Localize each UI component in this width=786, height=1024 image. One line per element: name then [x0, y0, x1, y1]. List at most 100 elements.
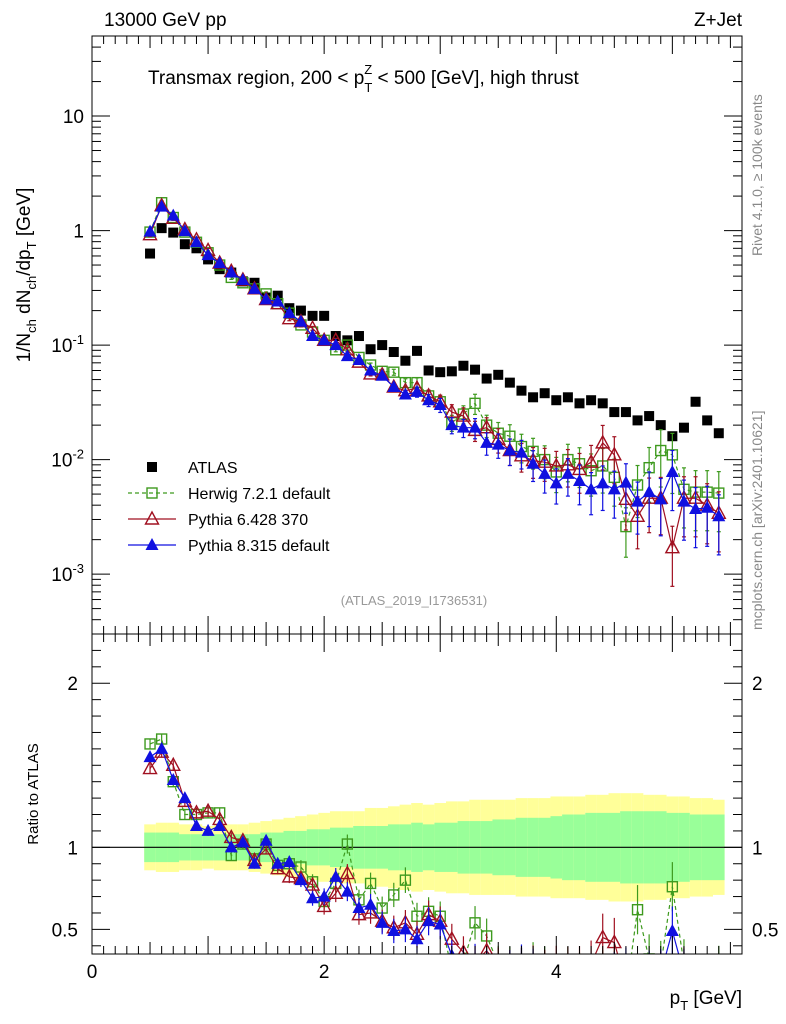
point-pythia8	[712, 509, 726, 522]
point-pythia8	[456, 420, 470, 433]
point-pythia8	[422, 393, 436, 406]
main-y-tick-label: 1	[73, 222, 84, 243]
ratio-point-pythia6	[304, 876, 321, 891]
ratio-point-pythia6	[585, 957, 598, 969]
ratio-point-herwig	[643, 953, 655, 954]
point-pythia8	[433, 397, 447, 410]
ratio-y-tick-label: 2	[67, 674, 78, 695]
ratio-point-pythia8	[259, 833, 273, 846]
ratio-y-tick-label-right: 0.5	[752, 920, 778, 941]
point-atlas	[191, 243, 202, 254]
ratio-point-pythia8	[515, 957, 528, 969]
ratio-y-tick-label-right: 2	[752, 674, 763, 695]
point-pythia8	[155, 199, 169, 212]
point-atlas	[319, 310, 330, 321]
point-atlas	[295, 305, 306, 316]
point-pythia8	[642, 485, 656, 498]
ratio-point-pythia8	[329, 869, 343, 882]
point-herwig	[469, 397, 481, 410]
x-axis-title: pT [GeV]	[670, 988, 742, 1013]
point-pythia8	[398, 387, 412, 400]
point-atlas	[435, 367, 446, 378]
ratio-point-pythia8	[422, 914, 436, 927]
point-pythia6	[595, 434, 611, 449]
point-pythia8	[503, 443, 517, 456]
main-y-tick-label: 10-1	[51, 332, 84, 357]
legend-label-pythia6: Pythia 6.428 370	[188, 512, 308, 529]
point-pythia8	[514, 445, 528, 458]
ratio-point-herwig	[679, 959, 689, 969]
x-tick-label: 4	[551, 962, 562, 983]
point-atlas	[504, 377, 515, 388]
ratio-point-pythia8	[712, 973, 725, 985]
point-herwig	[655, 444, 667, 457]
point-atlas	[412, 345, 422, 356]
point-pythia8	[573, 474, 586, 487]
point-pythia6	[664, 539, 681, 554]
point-pythia8	[538, 466, 552, 479]
ratio-point-pythia8	[375, 915, 389, 928]
ratio-point-herwig	[609, 970, 619, 980]
point-pythia8	[317, 333, 331, 346]
point-pythia8	[619, 475, 633, 488]
ratio-point-pythia6	[351, 906, 367, 921]
ratio-point-pythia6	[328, 884, 344, 899]
point-pythia8	[700, 500, 714, 513]
x-tick-label: 0	[87, 962, 98, 983]
ratio-point-pythia8	[503, 962, 516, 974]
ratio-point-pythia8	[654, 967, 667, 979]
ratio-point-pythia6	[619, 977, 632, 989]
ratio-point-pythia6	[538, 963, 551, 975]
process-label: Z+Jet	[694, 10, 743, 31]
rivet-label: Rivet 4.1.0, ≥ 100k events	[749, 94, 765, 256]
ratio-point-pythia6	[573, 962, 586, 974]
ratio-point-pythia8	[352, 901, 366, 914]
ratio-point-pythia6	[515, 960, 528, 972]
ratio-point-pythia6	[142, 760, 158, 775]
point-atlas	[446, 366, 457, 377]
point-atlas	[330, 331, 341, 342]
ratio-point-pythia8	[573, 970, 586, 982]
ratio-point-herwig	[458, 957, 468, 967]
ratio-point-pythia8	[364, 897, 378, 910]
ratio-point-herwig	[586, 974, 596, 984]
ratio-point-pythia8	[608, 970, 621, 982]
ratio-point-pythia8	[480, 960, 493, 972]
point-atlas	[470, 364, 481, 375]
ratio-point-pythia8	[410, 932, 424, 945]
point-pythia8	[178, 224, 192, 237]
point-pythia8	[224, 265, 238, 278]
point-atlas	[690, 396, 701, 407]
ratio-point-pythia6	[316, 897, 332, 913]
ratio-point-herwig	[516, 962, 526, 972]
ratio-point-pythia8	[317, 889, 331, 902]
point-atlas	[307, 310, 318, 321]
ratio-point-herwig	[598, 969, 608, 979]
point-atlas	[388, 347, 399, 358]
point-pythia8	[654, 492, 668, 505]
analysis-id: (ATLAS_2019_I1736531)	[341, 593, 487, 608]
point-pythia8	[259, 292, 273, 305]
ratio-point-pythia6	[188, 804, 205, 819]
energy-label: 13000 GeV pp	[104, 10, 227, 31]
point-atlas	[644, 411, 655, 422]
point-pythia8	[689, 502, 703, 515]
ratio-point-herwig	[563, 964, 573, 974]
ratio-point-pythia8	[155, 741, 169, 754]
ratio-point-pythia6	[701, 975, 714, 987]
point-atlas	[702, 415, 713, 426]
ratio-point-pythia6	[654, 968, 667, 980]
point-pythia6	[444, 403, 460, 418]
ratio-y-tick-label-right: 1	[752, 838, 763, 859]
ratio-point-herwig	[656, 960, 666, 970]
ratio-point-pythia8	[282, 855, 296, 868]
ratio-point-pythia8	[201, 823, 215, 836]
point-atlas	[620, 407, 631, 418]
ratio-point-pythia8	[189, 819, 203, 831]
ratio-point-pythia8	[596, 972, 609, 984]
point-atlas	[609, 407, 620, 418]
legend-marker-pythia6	[144, 510, 160, 525]
legend: ATLAS Herwig 7.2.1 default Pythia 6.428 37…	[128, 460, 331, 555]
point-atlas	[655, 420, 666, 431]
ratio-point-pythia8	[294, 873, 308, 886]
